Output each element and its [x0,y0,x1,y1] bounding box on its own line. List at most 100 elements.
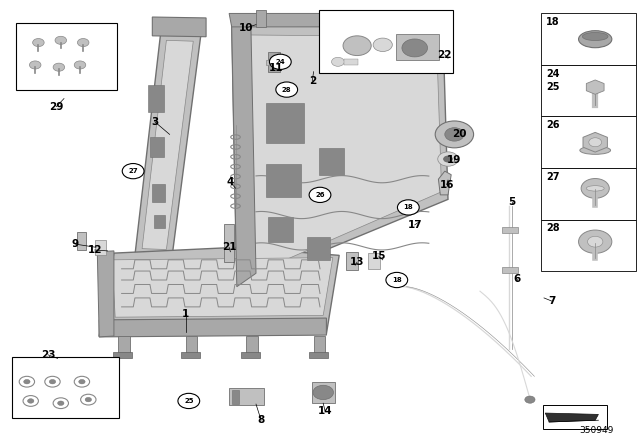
Text: 24: 24 [546,69,559,78]
Bar [266,60,284,65]
Circle shape [85,397,92,402]
Bar [229,388,264,405]
Polygon shape [438,171,451,195]
Text: 6: 6 [513,274,521,284]
Bar [95,240,106,255]
Bar [186,336,197,354]
Text: 9: 9 [72,239,79,249]
Text: 4: 4 [227,177,234,187]
Text: 28: 28 [282,86,292,93]
Bar [541,220,636,271]
Bar [344,59,358,65]
Circle shape [435,121,474,148]
Ellipse shape [579,30,612,47]
Bar [312,382,335,403]
Bar [396,34,439,60]
Bar [181,352,200,358]
Bar [541,116,636,168]
Text: 7: 7 [548,296,556,306]
Text: 23: 23 [41,350,55,360]
Circle shape [74,61,86,69]
Bar [309,352,328,358]
Circle shape [53,63,65,71]
Polygon shape [112,258,333,317]
Text: 19: 19 [447,155,461,165]
Polygon shape [246,35,442,276]
Ellipse shape [580,146,611,154]
Ellipse shape [582,33,608,40]
Text: 27: 27 [546,172,559,181]
Text: 18: 18 [546,17,559,27]
Ellipse shape [586,185,604,191]
Bar [319,10,453,73]
Circle shape [24,379,30,384]
Circle shape [49,379,56,384]
Circle shape [402,39,428,57]
Circle shape [444,156,452,162]
Bar [368,253,380,269]
Bar [314,336,325,354]
Polygon shape [154,264,237,298]
Circle shape [386,272,408,288]
Circle shape [79,379,85,384]
Text: 3: 3 [151,117,159,127]
Bar [246,336,258,354]
Text: 10: 10 [239,23,253,33]
Circle shape [178,393,200,409]
Text: 26: 26 [546,120,559,130]
Bar [118,336,130,354]
Polygon shape [232,25,256,287]
Polygon shape [229,13,447,27]
Bar [77,232,86,250]
Bar [268,52,280,72]
Circle shape [55,36,67,44]
Polygon shape [133,267,176,289]
Polygon shape [99,318,326,337]
Text: 350949: 350949 [579,426,614,435]
Bar [266,164,301,197]
Text: 17: 17 [408,220,422,230]
Circle shape [269,54,291,69]
Circle shape [77,39,89,47]
Text: 15: 15 [372,251,386,261]
Polygon shape [97,251,114,337]
Polygon shape [142,40,193,250]
Bar [541,65,636,116]
Text: 13: 13 [350,257,364,267]
Circle shape [343,36,371,56]
Polygon shape [545,413,598,422]
Text: 1: 1 [182,310,189,319]
Bar [148,85,164,112]
Text: 28: 28 [546,223,559,233]
Polygon shape [586,80,604,95]
Bar [241,352,260,358]
Bar [543,405,607,429]
Bar [16,23,117,90]
Circle shape [28,399,34,403]
Circle shape [122,164,144,179]
Circle shape [33,39,44,47]
Text: 16: 16 [440,180,454,190]
Circle shape [579,230,612,253]
Circle shape [332,57,344,66]
Circle shape [588,236,603,247]
Polygon shape [99,247,339,336]
Bar [152,184,165,202]
Bar [502,227,518,233]
Circle shape [313,385,333,400]
Circle shape [581,178,609,198]
Bar [346,252,358,270]
Text: 8: 8 [257,415,265,425]
Bar [12,357,119,418]
Text: 22: 22 [438,50,452,60]
Text: 26: 26 [316,192,324,198]
Text: 27: 27 [128,168,138,174]
Circle shape [445,128,464,141]
Circle shape [525,396,535,403]
Bar [150,137,164,157]
Text: 18: 18 [392,277,402,283]
Bar [502,267,518,273]
Circle shape [373,38,392,52]
Text: 2: 2 [308,76,316,86]
Polygon shape [134,28,202,261]
